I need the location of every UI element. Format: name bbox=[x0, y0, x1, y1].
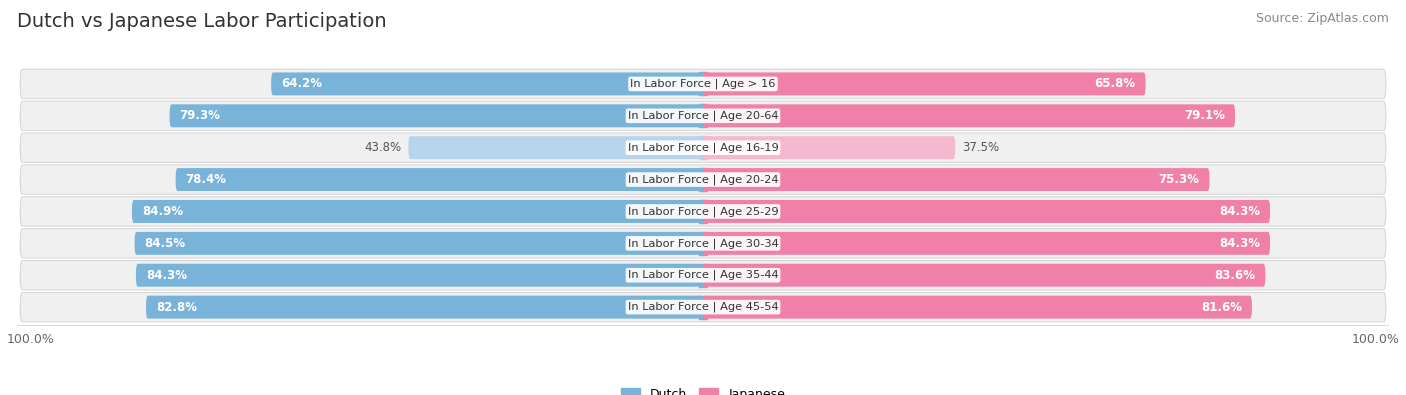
Text: 84.5%: 84.5% bbox=[145, 237, 186, 250]
FancyBboxPatch shape bbox=[135, 232, 703, 255]
Bar bbox=[703, 232, 707, 255]
Text: 78.4%: 78.4% bbox=[186, 173, 226, 186]
Text: 84.9%: 84.9% bbox=[142, 205, 183, 218]
FancyBboxPatch shape bbox=[703, 104, 1234, 127]
Bar bbox=[699, 168, 703, 191]
FancyBboxPatch shape bbox=[703, 72, 1146, 96]
FancyBboxPatch shape bbox=[20, 133, 1386, 162]
FancyBboxPatch shape bbox=[703, 232, 1270, 255]
FancyBboxPatch shape bbox=[20, 165, 1386, 194]
Text: In Labor Force | Age 16-19: In Labor Force | Age 16-19 bbox=[627, 143, 779, 153]
FancyBboxPatch shape bbox=[408, 136, 703, 159]
Text: Source: ZipAtlas.com: Source: ZipAtlas.com bbox=[1256, 12, 1389, 25]
Text: 79.3%: 79.3% bbox=[180, 109, 221, 122]
Bar bbox=[703, 104, 707, 127]
Text: 37.5%: 37.5% bbox=[962, 141, 1000, 154]
Text: In Labor Force | Age 20-64: In Labor Force | Age 20-64 bbox=[627, 111, 779, 121]
Text: In Labor Force | Age 30-34: In Labor Force | Age 30-34 bbox=[627, 238, 779, 248]
FancyBboxPatch shape bbox=[132, 200, 703, 223]
FancyBboxPatch shape bbox=[703, 295, 1251, 319]
FancyBboxPatch shape bbox=[20, 261, 1386, 290]
Text: 83.6%: 83.6% bbox=[1215, 269, 1256, 282]
Bar bbox=[699, 104, 703, 127]
Text: 81.6%: 81.6% bbox=[1201, 301, 1241, 314]
FancyBboxPatch shape bbox=[703, 264, 1265, 287]
Bar bbox=[699, 264, 703, 287]
Text: 82.8%: 82.8% bbox=[156, 301, 197, 314]
Text: In Labor Force | Age > 16: In Labor Force | Age > 16 bbox=[630, 79, 776, 89]
FancyBboxPatch shape bbox=[703, 136, 955, 159]
FancyBboxPatch shape bbox=[20, 229, 1386, 258]
Bar bbox=[699, 136, 703, 159]
FancyBboxPatch shape bbox=[20, 69, 1386, 99]
Text: 43.8%: 43.8% bbox=[364, 141, 402, 154]
FancyBboxPatch shape bbox=[20, 197, 1386, 226]
FancyBboxPatch shape bbox=[146, 295, 703, 319]
FancyBboxPatch shape bbox=[136, 264, 703, 287]
Text: 75.3%: 75.3% bbox=[1159, 173, 1199, 186]
Legend: Dutch, Japanese: Dutch, Japanese bbox=[616, 383, 790, 395]
FancyBboxPatch shape bbox=[271, 72, 703, 96]
Bar bbox=[699, 295, 703, 319]
Bar bbox=[699, 232, 703, 255]
Text: In Labor Force | Age 45-54: In Labor Force | Age 45-54 bbox=[627, 302, 779, 312]
Text: In Labor Force | Age 25-29: In Labor Force | Age 25-29 bbox=[627, 206, 779, 217]
FancyBboxPatch shape bbox=[20, 101, 1386, 130]
Bar bbox=[703, 136, 707, 159]
Text: Dutch vs Japanese Labor Participation: Dutch vs Japanese Labor Participation bbox=[17, 12, 387, 31]
Bar bbox=[703, 264, 707, 287]
Text: In Labor Force | Age 20-24: In Labor Force | Age 20-24 bbox=[627, 174, 779, 185]
Bar bbox=[703, 200, 707, 223]
Bar bbox=[703, 295, 707, 319]
FancyBboxPatch shape bbox=[170, 104, 703, 127]
Text: 84.3%: 84.3% bbox=[146, 269, 187, 282]
Text: 65.8%: 65.8% bbox=[1094, 77, 1136, 90]
Text: 64.2%: 64.2% bbox=[281, 77, 322, 90]
FancyBboxPatch shape bbox=[703, 200, 1270, 223]
Bar bbox=[703, 168, 707, 191]
Bar bbox=[699, 200, 703, 223]
Bar bbox=[703, 72, 707, 96]
FancyBboxPatch shape bbox=[176, 168, 703, 191]
Text: 84.3%: 84.3% bbox=[1219, 237, 1260, 250]
Bar bbox=[699, 72, 703, 96]
Text: 79.1%: 79.1% bbox=[1184, 109, 1225, 122]
Text: In Labor Force | Age 35-44: In Labor Force | Age 35-44 bbox=[627, 270, 779, 280]
Text: 84.3%: 84.3% bbox=[1219, 205, 1260, 218]
FancyBboxPatch shape bbox=[20, 292, 1386, 322]
FancyBboxPatch shape bbox=[703, 168, 1209, 191]
